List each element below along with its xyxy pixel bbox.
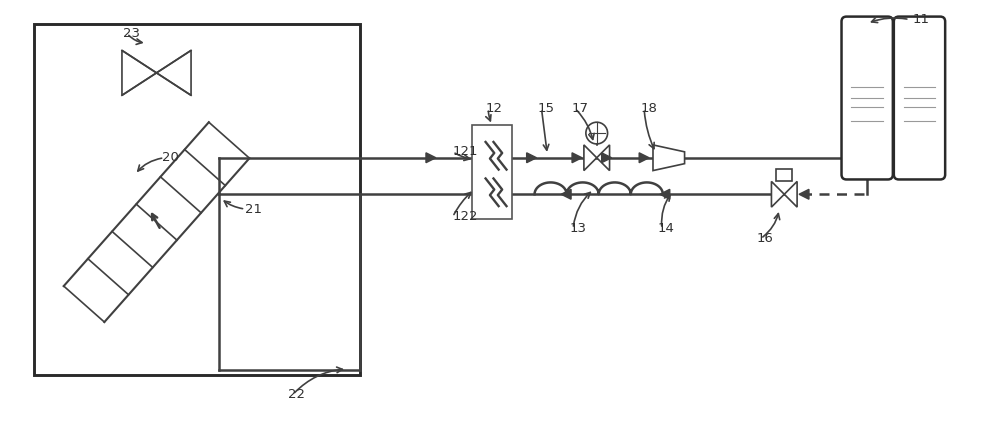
Text: 15: 15 bbox=[538, 102, 555, 115]
Text: 13: 13 bbox=[569, 222, 586, 236]
Polygon shape bbox=[784, 181, 797, 207]
Text: 17: 17 bbox=[571, 102, 588, 115]
Text: 16: 16 bbox=[757, 232, 774, 245]
Polygon shape bbox=[639, 153, 649, 163]
Text: 23: 23 bbox=[123, 27, 140, 40]
Polygon shape bbox=[584, 145, 597, 171]
Polygon shape bbox=[572, 153, 582, 163]
Bar bbox=[472, 125, 512, 219]
Polygon shape bbox=[602, 153, 612, 163]
Text: 121: 121 bbox=[453, 145, 478, 158]
Polygon shape bbox=[771, 181, 784, 207]
Text: 12: 12 bbox=[485, 102, 502, 115]
Text: 22: 22 bbox=[288, 388, 305, 401]
Text: 14: 14 bbox=[658, 222, 675, 236]
Bar bbox=[776, 169, 792, 181]
Polygon shape bbox=[660, 189, 670, 199]
Polygon shape bbox=[799, 189, 809, 199]
Text: 11: 11 bbox=[913, 13, 930, 26]
Polygon shape bbox=[122, 50, 157, 95]
Polygon shape bbox=[426, 153, 436, 163]
Polygon shape bbox=[653, 145, 685, 171]
FancyBboxPatch shape bbox=[842, 17, 893, 179]
Text: 20: 20 bbox=[162, 151, 179, 164]
Polygon shape bbox=[597, 145, 610, 171]
Text: 122: 122 bbox=[453, 211, 478, 224]
Text: 18: 18 bbox=[640, 102, 657, 115]
Polygon shape bbox=[157, 50, 191, 95]
Bar bbox=[34, 24, 360, 375]
Polygon shape bbox=[527, 153, 537, 163]
Text: 21: 21 bbox=[245, 202, 262, 215]
FancyBboxPatch shape bbox=[894, 17, 945, 179]
Polygon shape bbox=[561, 189, 571, 199]
